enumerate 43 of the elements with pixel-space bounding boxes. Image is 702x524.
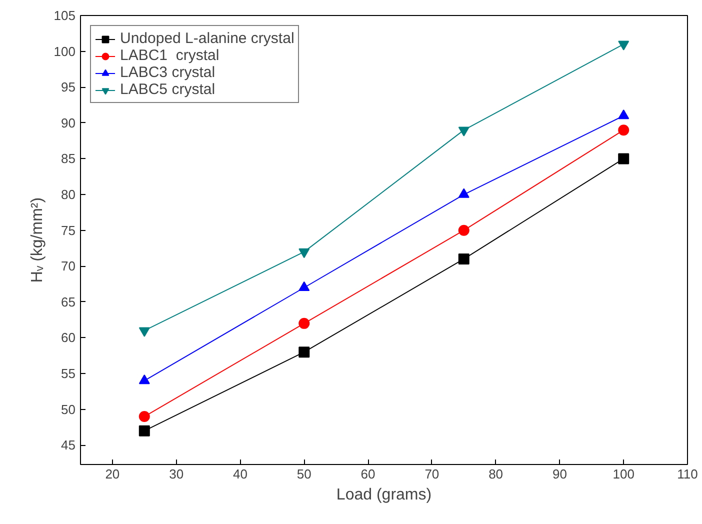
y-tick-label: 100 [54,44,76,59]
legend-label: LABC5 crystal [120,81,216,98]
y-tick-label: 50 [61,402,76,417]
point [618,124,630,136]
y-tick-label: 80 [61,187,76,202]
point [298,346,310,358]
y-axis-title: Hᵥ (kg/mm²) [28,197,46,283]
x-tick-label: 60 [360,466,376,482]
y-tick-label: 70 [61,258,76,274]
x-tick-label: 50 [296,466,312,482]
y-tick-label: 75 [61,222,76,238]
y-tick-label: 55 [61,366,76,382]
point [138,411,150,422]
legend-label: Undoped L-alanine crystal [120,30,294,47]
x-tick-label: 100 [612,466,634,482]
y-tick-label: 85 [61,151,76,166]
x-axis-title: Load (grams) [336,486,432,504]
x-tick-label: 110 [677,466,698,482]
point [618,153,630,164]
y-tick-label: 65 [61,294,76,310]
point [138,327,150,337]
point [458,224,470,236]
y-tick-label: 105 [54,8,76,23]
point [298,281,310,292]
y-tick-label: 60 [61,330,76,346]
point [138,425,150,436]
point [298,248,310,258]
y-tick-label: 95 [61,80,76,95]
x-tick-label: 20 [105,466,120,482]
x-tick-label: 40 [233,466,248,482]
point [458,126,470,136]
point [138,374,150,384]
x-tick-label: 80 [488,466,504,482]
y-tick-label: 45 [61,438,76,453]
x-tick-label: 90 [552,466,567,482]
x-tick-label: 30 [169,466,184,482]
legend-label: LABC3 crystal [120,64,216,81]
x-tick-label: 70 [424,466,440,482]
y-tick-label: 90 [61,115,76,130]
point [618,40,630,50]
legend-label: LABC1 crystal [120,47,220,64]
point [298,318,310,329]
point [458,253,470,264]
